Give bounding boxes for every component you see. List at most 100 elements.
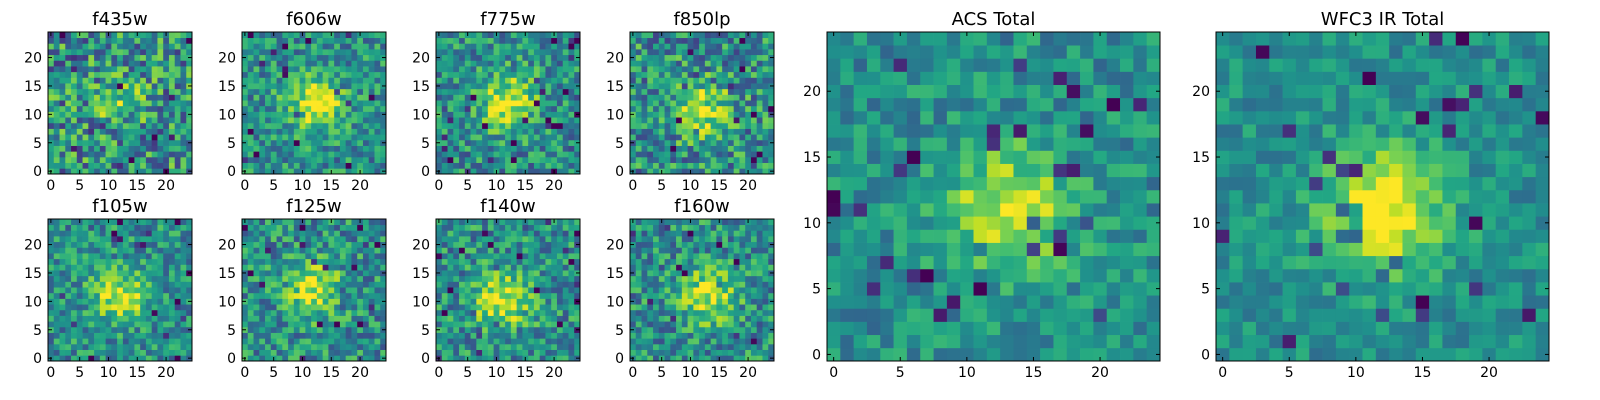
- pixel: [282, 338, 289, 345]
- pixel: [163, 349, 170, 356]
- pixel: [105, 145, 112, 152]
- pixel: [464, 134, 471, 141]
- pixel: [441, 287, 448, 294]
- pixel: [464, 241, 471, 248]
- pixel: [459, 298, 466, 305]
- pixel: [750, 128, 758, 135]
- pixel: [739, 71, 746, 78]
- pixel: [505, 139, 512, 146]
- pixel: [762, 162, 769, 169]
- pixel: [551, 241, 558, 248]
- pixel: [762, 156, 769, 163]
- pixel: [681, 71, 688, 78]
- pixel: [253, 270, 260, 277]
- pixel: [653, 134, 660, 141]
- pixel: [459, 162, 466, 169]
- pixel: [99, 134, 106, 141]
- pixel: [453, 349, 460, 356]
- pixel: [562, 275, 569, 282]
- pixel: [134, 60, 141, 67]
- pixel: [545, 49, 552, 56]
- pixel: [111, 77, 118, 84]
- pixel: [168, 60, 176, 67]
- pixel: [105, 162, 112, 169]
- pixel: [316, 88, 323, 95]
- pixel: [476, 270, 483, 277]
- pixel: [693, 128, 700, 135]
- pixel: [163, 264, 170, 271]
- pixel: [99, 145, 106, 152]
- pixel: [459, 60, 466, 67]
- pixel: [168, 349, 176, 356]
- pixel: [676, 315, 683, 322]
- pixel: [111, 66, 118, 73]
- pixel: [436, 287, 443, 294]
- pixel: [459, 168, 466, 175]
- pixel: [145, 54, 153, 61]
- pixel: [568, 332, 575, 339]
- pixel: [168, 145, 176, 152]
- pixel: [459, 321, 466, 328]
- pixel: [122, 281, 129, 288]
- pixel: [99, 49, 106, 56]
- pixel: [53, 83, 60, 90]
- pixel: [556, 287, 564, 294]
- pixel: [357, 230, 364, 237]
- pixel: [122, 349, 129, 356]
- pixel: [510, 326, 517, 333]
- pixel: [499, 66, 506, 73]
- pixel: [180, 151, 187, 158]
- pixel: [128, 83, 135, 90]
- pixel: [453, 71, 460, 78]
- pixel: [470, 219, 477, 226]
- pixel: [253, 219, 260, 226]
- pixel: [464, 338, 471, 345]
- pixel: [733, 275, 740, 282]
- pixel: [94, 100, 101, 107]
- pixel: [699, 321, 706, 328]
- pixel: [368, 134, 375, 141]
- pixel: [380, 287, 387, 294]
- pixel: [334, 162, 341, 169]
- pixel: [253, 37, 260, 44]
- pixel: [681, 60, 688, 67]
- pixel: [168, 105, 176, 112]
- pixel: [733, 281, 740, 288]
- pixel: [88, 315, 95, 322]
- pixel: [556, 332, 564, 339]
- pixel: [545, 241, 552, 248]
- pixel: [145, 241, 153, 248]
- pixel: [762, 122, 769, 129]
- pixel: [704, 326, 711, 333]
- pixel: [459, 122, 466, 129]
- pixel: [65, 355, 72, 362]
- pixel: [681, 309, 688, 316]
- pixel: [470, 43, 477, 50]
- pixel: [99, 338, 106, 345]
- pixel: [242, 100, 249, 107]
- pixel: [510, 224, 517, 231]
- pixel: [750, 304, 758, 311]
- pixel: [82, 32, 89, 39]
- pixel: [436, 321, 443, 328]
- pixel: [345, 264, 352, 271]
- pixel: [670, 139, 677, 146]
- pixel: [676, 168, 683, 175]
- pixel: [362, 100, 370, 107]
- pixel: [733, 287, 740, 294]
- pixel: [630, 88, 637, 95]
- pixel: [140, 117, 147, 124]
- x-tick-label: 20: [157, 365, 175, 381]
- pixel: [459, 315, 466, 322]
- pixel: [59, 117, 66, 124]
- pixel: [733, 338, 740, 345]
- pixel: [345, 117, 352, 124]
- pixel: [482, 292, 489, 299]
- pixel: [641, 287, 648, 294]
- pixel: [699, 145, 706, 152]
- pixel: [128, 343, 135, 350]
- pixel: [574, 224, 581, 231]
- pixel: [345, 275, 352, 282]
- pixel: [276, 326, 283, 333]
- pixel: [499, 236, 506, 243]
